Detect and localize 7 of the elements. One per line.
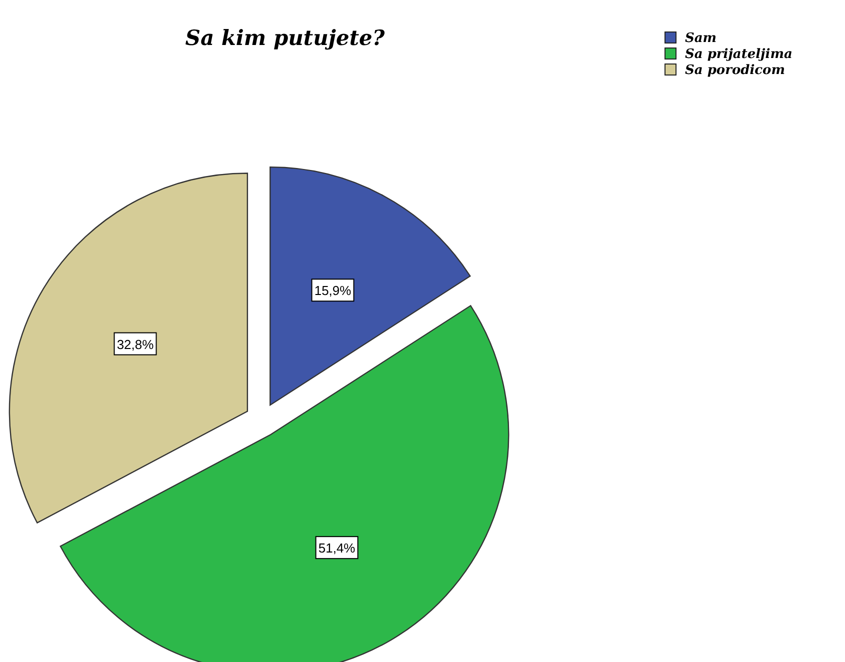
legend-label: Sa porodicom — [685, 63, 785, 78]
legend-label: Sam — [685, 31, 717, 46]
data-label: 32,8% — [116, 336, 154, 352]
data-label: 51,4% — [318, 540, 356, 556]
legend-label: Sa prijateljima — [685, 47, 792, 62]
data-label: 15,9% — [314, 283, 352, 298]
chart-title: Sa kim putujete? — [185, 25, 386, 50]
